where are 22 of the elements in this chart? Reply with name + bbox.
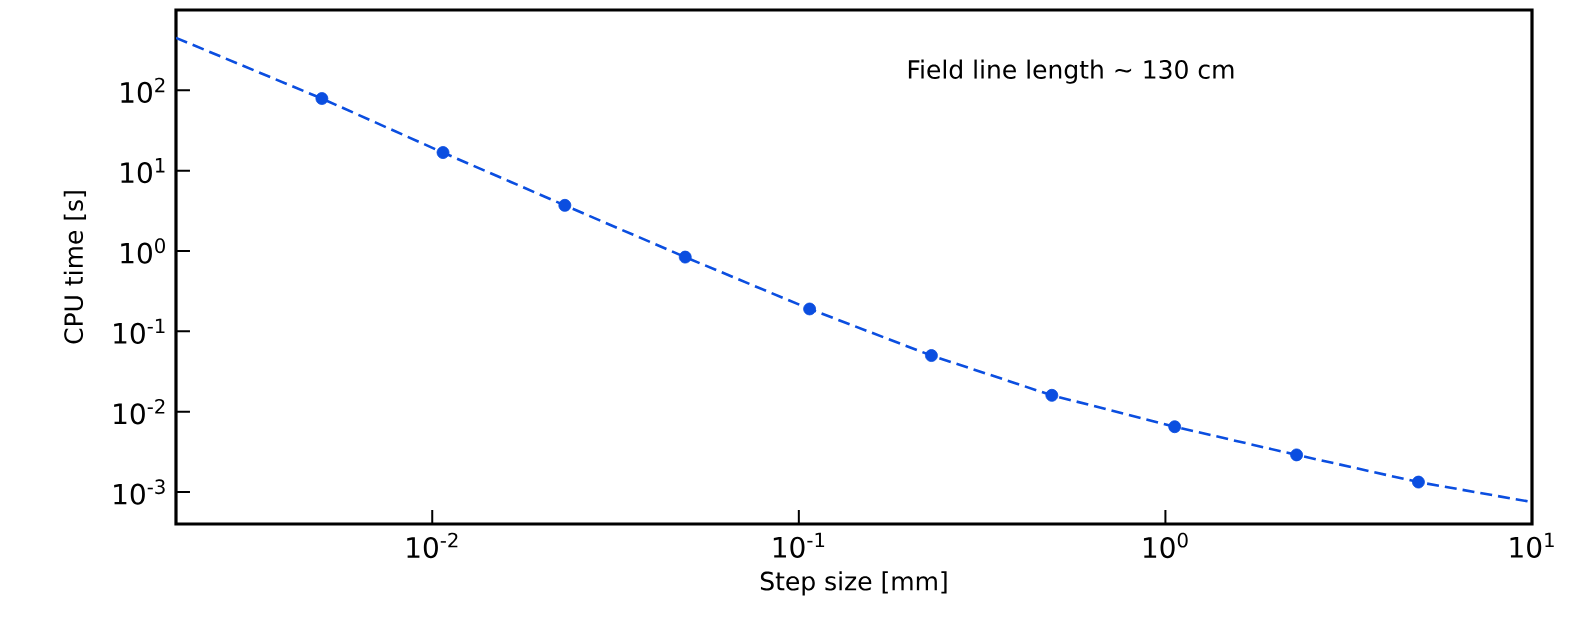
point <box>1412 475 1425 489</box>
point <box>315 92 329 105</box>
point <box>803 302 816 316</box>
y-tick-label: 10$^{-2}$ <box>114 398 165 425</box>
point <box>1168 420 1182 434</box>
point <box>436 146 450 159</box>
y-tick-label: 10$^{-3}$ <box>114 479 165 505</box>
x-tick-label: 10$^{1}$ <box>1510 532 1554 558</box>
y-tick-label: 10$^{-1}$ <box>114 318 165 344</box>
y-tick-label: 10$^{2}$ <box>121 77 165 104</box>
point <box>1290 448 1304 462</box>
point <box>558 198 572 212</box>
x-tick-label: 10$^{-2}$ <box>407 532 458 559</box>
point <box>1045 388 1059 402</box>
y-tick-label: 10$^{1}$ <box>121 158 165 184</box>
y-axis-title: CPU time [s] <box>63 191 87 344</box>
point <box>925 349 938 362</box>
annotation: Field line length ~ 130 cm <box>908 59 1234 84</box>
y-tick-label: 10$^{0}$ <box>121 238 165 264</box>
x-axis-title: Step size [mm] <box>760 571 947 596</box>
x-tick-label: 10$^{0}$ <box>1143 532 1188 559</box>
x-tick-label: 10$^{-1}$ <box>773 532 825 558</box>
